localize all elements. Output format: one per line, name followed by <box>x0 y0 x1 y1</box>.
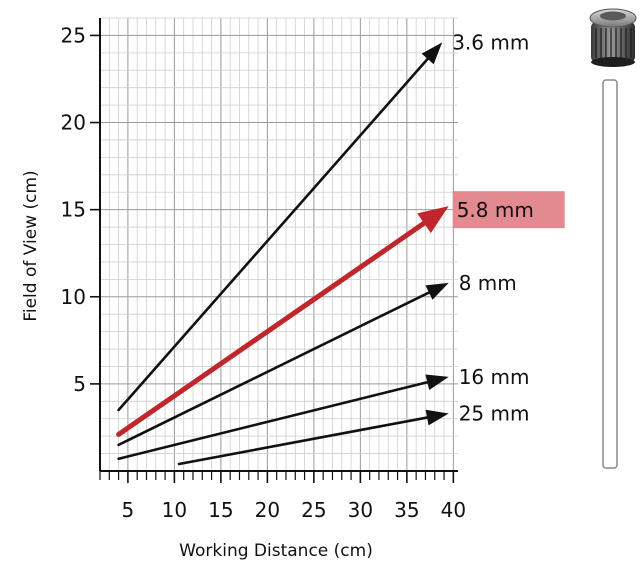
series-label-5_8-mm: 5.8 mm <box>457 198 534 222</box>
series-label-16-mm: 16 mm <box>459 365 530 389</box>
series-label-8-mm: 8 mm <box>459 271 517 295</box>
series-label-highlight <box>452 191 565 229</box>
series-arrowhead-25-mm <box>425 409 449 426</box>
x-tick-label: 20 <box>255 498 280 522</box>
series-line-3_6-mm <box>117 57 429 412</box>
x-tick-label: 5 <box>122 498 135 522</box>
x-tick-label: 10 <box>162 498 187 522</box>
x-tick-label: 15 <box>208 498 233 522</box>
series-line-5_8-mm <box>116 220 427 437</box>
y-tick-label: 5 <box>73 372 86 396</box>
series-label-25-mm: 25 mm <box>459 402 530 426</box>
focus-range-bar <box>602 79 618 469</box>
x-tick-label: 25 <box>301 498 326 522</box>
series-arrowhead-5_8-mm <box>417 206 449 234</box>
series-label-3_6-mm: 3.6 mm <box>452 30 529 54</box>
x-tick-label: 35 <box>394 498 419 522</box>
tick-labels: 5 10 15 20 25 30 35 40 5 10 15 20 25 <box>61 23 467 522</box>
camera-lens-icon <box>589 8 637 67</box>
series-line-25-mm <box>177 416 429 466</box>
series-labels: 3.6 mm 5.8 mm 8 mm 16 mm 25 mm <box>452 30 565 426</box>
series-arrowhead-3_6-mm <box>421 42 443 65</box>
y-tick-label: 20 <box>61 111 86 135</box>
series-lines <box>116 42 449 466</box>
x-axis-title: Working Distance (cm) <box>179 541 373 561</box>
x-tick-label: 40 <box>441 498 466 522</box>
series-arrowhead-8-mm <box>425 282 449 300</box>
y-tick-label: 15 <box>61 198 86 222</box>
series-line-16-mm <box>117 380 429 461</box>
x-tick-label: 30 <box>348 498 373 522</box>
y-axis-title: Field of View (cm) <box>21 170 41 321</box>
series-arrowhead-16-mm <box>425 374 449 390</box>
y-tick-label: 10 <box>61 285 86 309</box>
axes <box>90 18 458 483</box>
series-line-8-mm <box>117 291 431 447</box>
y-tick-label: 25 <box>61 23 86 47</box>
